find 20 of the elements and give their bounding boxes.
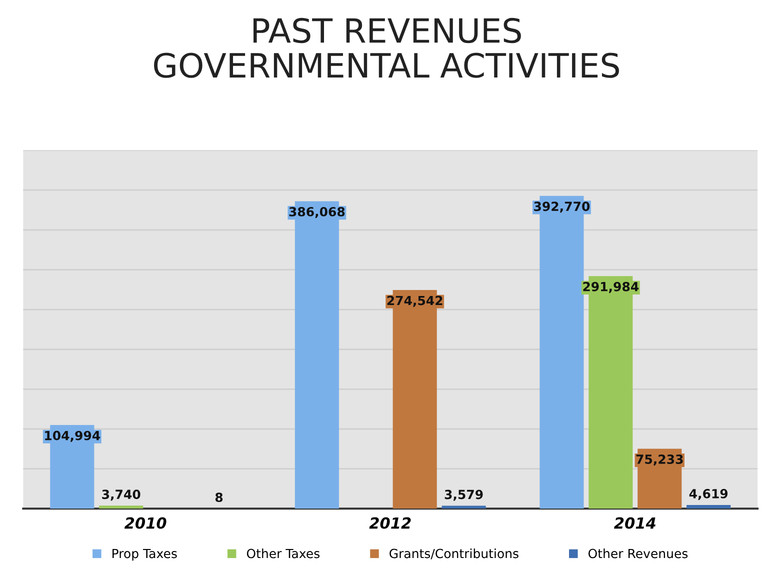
data-label: 8 (215, 492, 223, 502)
chart-title: PAST REVENUES GOVERNMENTAL ACTIVITIES (154, 18, 619, 78)
x-tick-label: 2010 (124, 517, 166, 529)
data-label: 75,233 (636, 454, 683, 466)
legend-label: Prop Taxes (112, 548, 177, 561)
bar (99, 506, 144, 509)
data-label: 274,542 (387, 296, 442, 307)
legend-label: Other Taxes (246, 548, 320, 558)
legend-label: Other Revenues (588, 548, 688, 558)
data-label: 291,984 (583, 282, 639, 293)
data-label: 3,579 (444, 490, 483, 501)
data-label: 3,740 (102, 490, 140, 501)
legend-label: Grants/Contributions (390, 548, 518, 560)
x-tick-label: 2014 (614, 517, 656, 529)
data-label: 386,068 (289, 206, 345, 218)
x-tick-label: 2012 (369, 517, 411, 529)
data-label: 392,770 (534, 202, 590, 213)
data-label: 4,619 (689, 488, 728, 500)
bar (686, 504, 731, 509)
data-label: 104,994 (45, 430, 100, 442)
